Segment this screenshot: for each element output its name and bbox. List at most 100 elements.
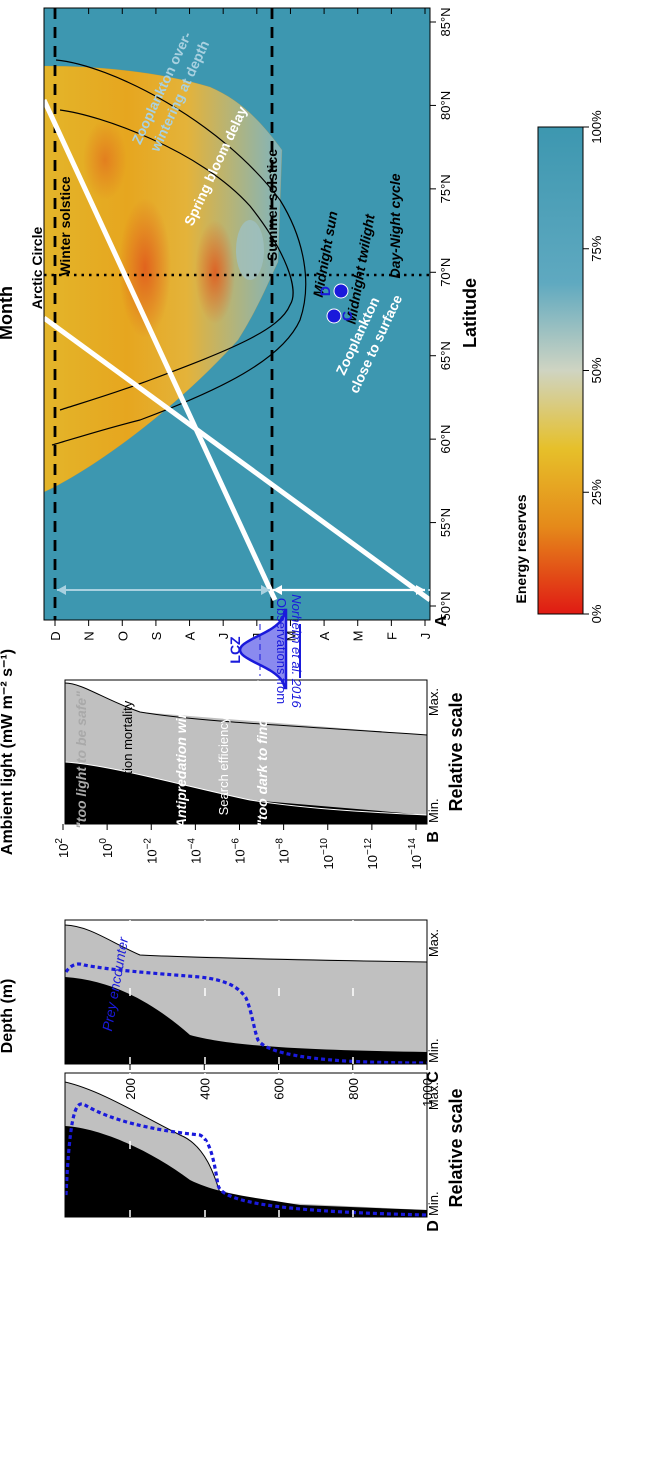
month-tick-label: F	[384, 632, 399, 640]
light-tick-label: 10−6	[231, 838, 248, 864]
obs-label-1: Observations from	[274, 598, 289, 704]
colorbar: 0% 25% 50% 75% 100% Energy reserves	[513, 110, 604, 623]
panel-d-plot	[65, 1073, 427, 1217]
lcz-curve	[238, 608, 288, 690]
arctic-circle-label: Arctic Circle	[29, 227, 45, 310]
obs-label-2: Norheim et al. 2016	[289, 594, 304, 708]
latitude-tick-label: 80°N	[438, 91, 453, 120]
panel-a-frame	[43, 7, 431, 621]
panel-b-min: Min.	[426, 798, 441, 823]
month-tick-label: M	[283, 631, 298, 642]
heatmap	[44, 8, 430, 620]
light-tick-label: 10−2	[142, 838, 159, 864]
depth-tick-label: 1000	[420, 1078, 435, 1107]
summer-solstice-label: Summer solstice	[264, 149, 280, 261]
latitude-tick-label: 75°N	[438, 174, 453, 203]
panel-a: Arctic Circle Winter solstice Summer sol…	[0, 7, 480, 641]
panel-d-letter: D	[425, 1220, 442, 1232]
antipredation-label: Antipredation window	[173, 681, 189, 829]
panel-c-plot	[65, 920, 427, 1064]
panel-c-min: Min.	[426, 1038, 441, 1063]
light-tick-label: 10−8	[275, 838, 292, 864]
depth-axis-label: Depth (m)	[0, 979, 16, 1054]
month-axis-label: Month	[0, 286, 16, 340]
panel-c-prey-curve	[65, 962, 427, 1064]
winter-solstice-label: Winter solstice	[57, 176, 73, 276]
latitude-tick-label: 50°N	[438, 591, 453, 620]
low-reserve-band-edge	[44, 65, 283, 493]
depth-axis: 200 400 600 800 1000	[123, 1064, 435, 1107]
latitude-tick-label: 85°N	[438, 7, 453, 36]
search-curve	[65, 761, 427, 816]
panel-b-frame	[64, 679, 428, 825]
latitude-axis-label: Latitude	[460, 278, 480, 348]
panel-d-predation-curve	[65, 1081, 427, 1215]
month-tick-label: J	[216, 633, 231, 640]
phase-arrows	[57, 585, 430, 595]
lcz-label: LCZ	[227, 636, 243, 664]
colorbar-ticks: 0% 25% 50% 75% 100%	[583, 110, 604, 623]
point-c	[326, 308, 342, 324]
month-tick-label: M	[351, 631, 366, 642]
panel-a-letter: A	[433, 615, 450, 627]
point-c-label: C	[339, 311, 355, 321]
panel-cd-x-label: Relative scale	[446, 1088, 466, 1207]
colorbar-tick-label: 50%	[589, 357, 604, 383]
latitude-axis: 50°N 55°N 60°N 65°N 70°N 75°N 80°N 85°N	[430, 7, 453, 621]
arrow-depth-head-2	[261, 585, 270, 595]
panel-b-max: Max.	[426, 688, 441, 716]
point-d-label: D	[317, 286, 333, 296]
depth-tick-label: 400	[197, 1078, 212, 1100]
too-light-label: "too light to be safe"	[73, 691, 89, 829]
midnight-twilight-curve	[51, 59, 307, 446]
light-tick-label: 100	[98, 838, 115, 858]
panel-c-frame	[64, 919, 428, 1065]
depth-tick-label: 800	[346, 1078, 361, 1100]
panel-d: Min. Max. D	[64, 1072, 442, 1232]
month-tick-label: S	[149, 631, 164, 640]
depth-tick-label: 600	[272, 1078, 287, 1100]
light-axis: 102 100 10−2 10−4 10−6 10−8 10−10 10−12 10−14	[54, 824, 424, 869]
too-dark-zone	[65, 762, 427, 824]
bloom-line-upper	[44, 98, 278, 602]
panel-b-letter: B	[425, 831, 442, 843]
light-tick-label: 10−4	[186, 838, 203, 864]
panel-c-dark	[65, 977, 427, 1064]
light-tick-label: 10−12	[363, 838, 380, 870]
latitude-tick-label: 60°N	[438, 425, 453, 454]
hotspot-3	[83, 120, 127, 200]
hotspot-2	[195, 220, 235, 324]
panel-b: 102 100 10−2 10−4 10−6 10−8 10−10 10−12 10−14 "t…	[0, 594, 466, 869]
panel-c-grid-ticks	[129, 920, 354, 1064]
latitude-tick-label: 65°N	[438, 341, 453, 370]
panel-b-plot	[65, 680, 427, 824]
light-tick-label: 10−14	[407, 838, 424, 870]
panel-c-predation-curve	[65, 924, 427, 963]
midnight-sun-curve	[59, 109, 294, 411]
light-tick-label: 102	[54, 838, 71, 858]
month-tick-label: N	[82, 631, 97, 640]
colorbar-tick-label: 25%	[589, 479, 604, 505]
colorbar-tick-label: 75%	[589, 235, 604, 261]
month-tick-label: J	[418, 633, 433, 640]
month-tick-label: D	[48, 631, 63, 640]
latitude-tick-label: 55°N	[438, 508, 453, 537]
panel-d-frame	[64, 1072, 428, 1218]
panel-d-min: Min.	[426, 1191, 441, 1216]
predation-label: Predation mortality	[120, 700, 135, 809]
latitude-tick-label: 70°N	[438, 258, 453, 287]
day-night-cycle-label: Day-Night cycle	[387, 173, 403, 278]
month-tick-label: A	[317, 631, 332, 640]
pale-zone	[236, 220, 264, 280]
colorbar-tick-label: 0%	[589, 604, 604, 623]
panel-c-max: Max.	[426, 929, 441, 957]
panel-d-dark	[65, 1126, 427, 1217]
panel-d-max: Max.	[426, 1082, 441, 1110]
panel-c-letter: C	[425, 1071, 442, 1083]
arrow-surface-head-1	[273, 585, 282, 595]
arrow-surface-head-2	[416, 585, 425, 595]
month-tick-label: O	[115, 631, 130, 641]
bloom-line-lower	[44, 315, 430, 603]
colorbar-title: Energy reserves	[513, 494, 529, 603]
